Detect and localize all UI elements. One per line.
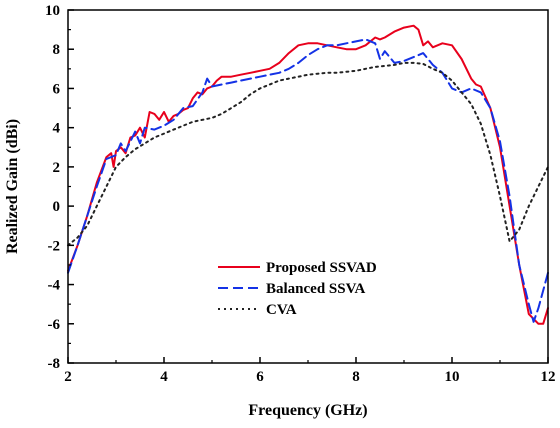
- legend-label-cva: CVA: [266, 302, 297, 318]
- series-layer: [67, 24, 549, 325]
- legend: Proposed SSVAD Balanced SSVA CVA: [218, 260, 377, 318]
- y-tick-label: -6: [48, 317, 61, 333]
- y-tick-label: -4: [48, 278, 61, 294]
- series-line-proposed-ssvad: [67, 24, 549, 325]
- y-axis-label: Realized Gain (dBi): [4, 119, 21, 254]
- x-axis-label: Frequency (GHz): [248, 402, 367, 419]
- x-tick-label: 10: [445, 369, 460, 385]
- x-tick-label: 6: [256, 369, 264, 385]
- x-tick-label: 4: [160, 369, 168, 385]
- y-tick-label: -2: [48, 238, 61, 254]
- y-tick-label: -8: [48, 356, 61, 372]
- y-tick-label: 8: [53, 42, 61, 58]
- x-tick-label: 12: [541, 369, 556, 385]
- plot-frame: [67, 9, 549, 364]
- ticks-layer: 2 4 6 8 10 12 -8 -6 -4 -2 0 2 4 6 8 10: [45, 3, 556, 385]
- y-tick-label: 6: [53, 81, 61, 97]
- x-tick-label: 8: [352, 369, 360, 385]
- series-line-balanced-ssva: [67, 38, 549, 323]
- y-tick-label: 4: [53, 121, 61, 137]
- y-tick-label: 10: [45, 3, 60, 19]
- y-tick-label: 0: [53, 199, 61, 215]
- legend-label-proposed-ssvad: Proposed SSVAD: [266, 260, 377, 276]
- legend-label-balanced-ssva: Balanced SSVA: [266, 281, 366, 297]
- y-tick-label: 2: [53, 160, 61, 176]
- x-tick-label: 2: [64, 369, 72, 385]
- series-line-cva: [67, 61, 549, 247]
